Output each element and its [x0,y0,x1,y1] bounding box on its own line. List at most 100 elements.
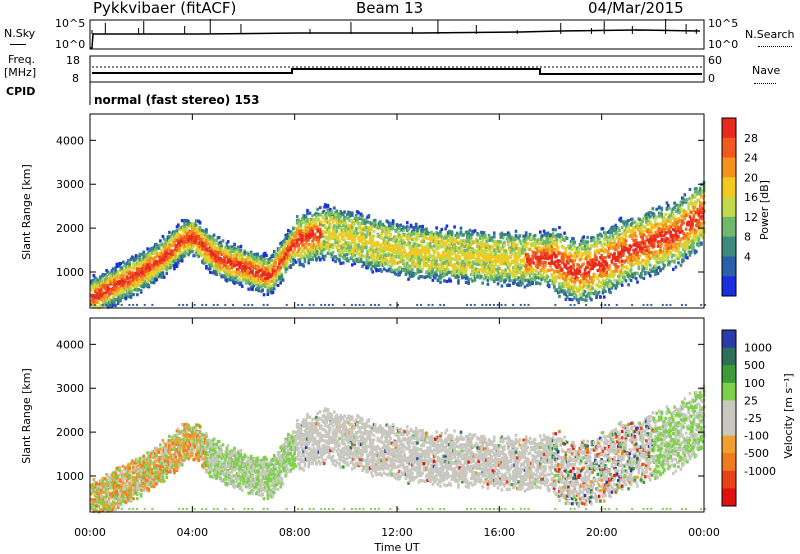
power-cell [261,258,265,262]
power-cell [168,261,171,265]
power-cell [437,263,441,267]
power-cell [359,226,363,231]
power-cell [514,246,518,250]
power-cell [114,268,117,272]
power-cell [421,275,424,279]
power-cell [111,267,115,271]
power-cell [320,220,323,224]
power-cell [411,254,414,259]
power-cell [142,256,146,260]
power-cell [274,263,277,267]
power-cell [205,230,208,234]
power-cell [455,246,459,250]
power-cell [119,297,123,301]
power-cell [176,261,180,265]
power-cell [303,238,307,242]
power-cell [161,260,165,265]
power-cell [278,272,281,276]
power-cell [182,233,185,237]
power-cell [508,283,511,287]
power-cell [347,259,350,263]
power-cell [123,282,126,286]
power-cell [178,226,181,230]
power-cell [368,232,372,236]
power-cell [394,268,398,272]
power-cell [485,239,488,244]
power-cell [306,211,309,216]
power-cell [498,266,501,271]
power-cell [165,258,169,262]
power-cell [214,245,217,250]
power-cell [183,254,186,258]
power-cell [216,247,220,251]
power-cell [276,255,280,259]
power-cell [371,270,375,274]
power-cell [155,270,158,274]
power-cell [322,216,326,220]
power-cell [276,283,280,288]
power-cell [412,237,415,241]
power-cell [407,268,410,272]
power-cell [299,226,303,230]
power-cell [130,256,134,260]
power-cell [443,279,446,283]
power-cell [343,253,346,257]
power-cell [463,245,467,249]
power-cell [104,287,107,291]
power-cell [318,206,322,210]
freq-strip-frame [89,55,705,83]
power-cell [450,252,454,256]
power-cell [500,274,504,279]
power-cell [128,260,131,265]
power-cell [113,294,116,298]
power-cell [381,242,385,246]
power-cell [435,226,438,230]
power-cell [203,233,207,237]
power-cell [434,276,437,280]
power-cell [518,263,522,267]
power-cell [192,244,195,248]
power-cell [341,234,345,239]
power-cell [113,301,116,305]
power-cell [93,294,97,298]
power-cell [531,280,534,284]
power-cell [302,228,305,233]
power-cell [347,241,350,245]
power-cell [518,234,522,238]
power-cell [324,205,327,209]
power-cell [170,261,174,265]
power-cell [540,278,543,282]
power-cell [132,266,135,271]
power-cell [292,262,295,266]
power-cell [165,268,169,272]
power-cell [205,237,208,241]
power-cell [257,262,261,266]
power-cell [148,262,152,266]
power-cell [508,279,511,283]
power-cell [123,286,126,290]
power-cell [533,233,537,238]
power-cell [334,213,337,217]
power-cell [402,229,405,233]
power-cell [408,275,412,279]
power-cell [128,282,131,287]
power-cell [403,249,406,253]
power-cell [370,227,373,232]
power-cell [161,273,165,277]
power-cell [540,261,543,265]
power-cell [155,250,158,254]
power-cell [256,252,259,256]
power-cell [124,265,128,269]
power-cell [285,262,289,266]
power-cell [150,246,153,250]
power-cell [500,284,504,288]
power-cell [116,294,120,298]
power-cell [198,227,202,232]
power-cell [425,227,428,231]
power-cell [503,240,506,244]
power-cell [212,238,216,242]
power-cell [313,235,317,240]
power-cell [306,208,309,213]
power-cell [153,248,157,252]
power-cell [173,242,176,246]
